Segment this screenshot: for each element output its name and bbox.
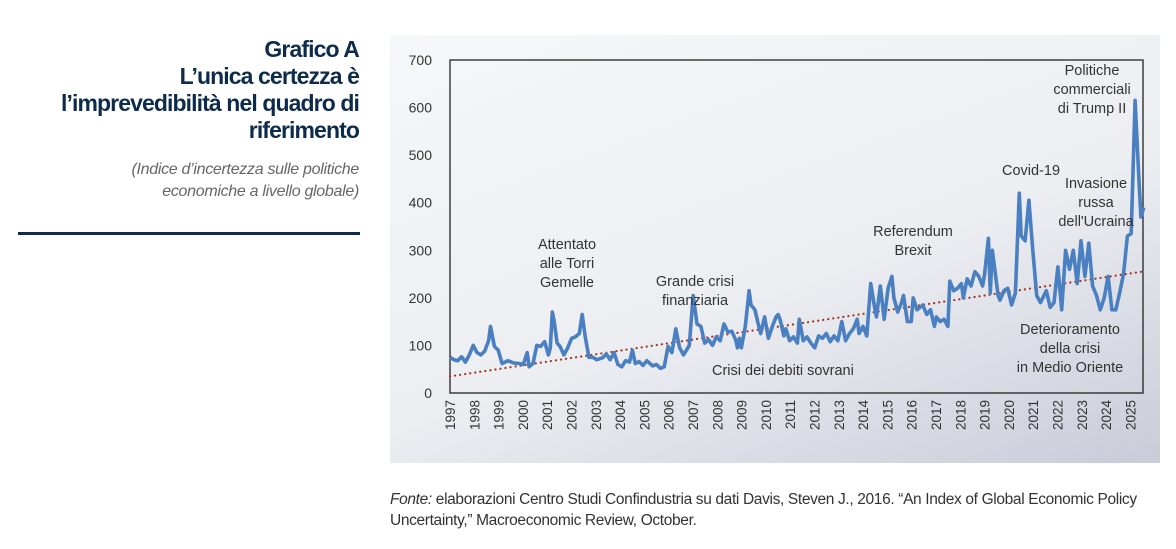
annotation-label: di Trump II xyxy=(1058,101,1127,117)
y-tick-label: 0 xyxy=(424,385,432,401)
annotation-label: russa xyxy=(1078,195,1114,211)
annotation-label: dell'Ucraina xyxy=(1058,214,1134,230)
x-tick-label: 2022 xyxy=(1051,400,1066,430)
x-tick-label: 2006 xyxy=(662,400,677,430)
x-tick-label: 2007 xyxy=(686,400,701,430)
subtitle-line: (Indice d’incertezza sulle politiche xyxy=(131,161,359,178)
x-tick-label: 2004 xyxy=(613,400,628,431)
annotation-label: Deterioramento xyxy=(1020,322,1120,338)
x-tick-label: 2021 xyxy=(1026,400,1041,430)
x-tick-label: 2017 xyxy=(929,400,944,430)
x-tick-label: 2024 xyxy=(1099,400,1114,431)
uncertainty-index-line xyxy=(449,98,1146,371)
annotation-label: Grande crisi xyxy=(656,274,734,290)
x-tick-label: 2008 xyxy=(710,400,725,430)
chart-label: Grafico A xyxy=(264,36,359,62)
x-tick-label: 1998 xyxy=(467,400,482,430)
x-tick-label: 2014 xyxy=(856,400,871,431)
y-tick-label: 500 xyxy=(409,147,433,163)
x-tick-label: 2020 xyxy=(1002,400,1017,430)
divider xyxy=(18,232,360,235)
x-tick-label: 2005 xyxy=(637,400,652,430)
x-tick-label: 2016 xyxy=(905,400,920,430)
annotation-label: Referendum xyxy=(873,224,953,240)
x-tick-label: 2001 xyxy=(540,400,555,430)
chart-subtitle: (Indice d’incertezza sulle politiche eco… xyxy=(0,159,359,203)
title-line: riferimento xyxy=(248,117,360,143)
annotation-label: Attentato xyxy=(538,237,596,253)
x-tick-label: 2011 xyxy=(783,400,798,429)
x-tick-label: 2013 xyxy=(832,400,847,430)
y-tick-label: 600 xyxy=(409,100,433,116)
source-note: Fonte: elaborazioni Centro Studi Confind… xyxy=(390,489,1170,531)
title-line: L’unica certezza è xyxy=(179,63,360,89)
subtitle-line: economiche a livello globale) xyxy=(162,183,359,200)
annotation-label: Gemelle xyxy=(540,275,594,291)
y-tick-label: 700 xyxy=(409,52,433,68)
x-tick-label: 2010 xyxy=(759,400,774,430)
x-tick-label: 2019 xyxy=(978,400,993,430)
y-tick-label: 100 xyxy=(409,337,433,353)
annotation-label: commerciali xyxy=(1053,82,1130,98)
x-tick-label: 2015 xyxy=(880,400,895,430)
source-text: elaborazioni Centro Studi Confindustria … xyxy=(390,491,1137,529)
annotation-label: finanziaria xyxy=(662,293,729,309)
x-tick-label: 2009 xyxy=(735,400,750,430)
x-tick-label: 2012 xyxy=(808,400,823,430)
annotation-label: della crisi xyxy=(1040,341,1100,357)
x-tick-label: 1997 xyxy=(443,400,458,430)
x-tick-label: 2000 xyxy=(516,400,531,430)
x-tick-label: 2002 xyxy=(565,400,580,430)
y-tick-label: 200 xyxy=(409,290,433,306)
annotation-label: Crisi dei debiti sovrani xyxy=(712,363,854,379)
plot-frame xyxy=(449,59,1144,394)
x-tick-label: 2003 xyxy=(589,400,604,430)
annotation-label: Brexit xyxy=(894,243,931,259)
chart-title: Grafico A L’unica certezza è l’imprevedi… xyxy=(0,36,360,144)
x-tick-label: 2025 xyxy=(1123,400,1138,430)
x-tick-label: 2023 xyxy=(1075,400,1090,430)
y-tick-label: 300 xyxy=(409,242,433,258)
x-tick-label: 1999 xyxy=(492,400,507,430)
annotation-label: Covid-19 xyxy=(1002,163,1060,179)
annotation-label: alle Torri xyxy=(540,256,595,272)
source-prefix: Fonte: xyxy=(390,491,432,508)
title-line: l’imprevedibilità nel quadro di xyxy=(61,90,360,116)
annotation-label: Invasione xyxy=(1065,176,1127,192)
annotation-label: Politiche xyxy=(1065,63,1120,79)
y-tick-label: 400 xyxy=(409,195,433,211)
annotation-label: in Medio Oriente xyxy=(1017,360,1123,376)
x-tick-label: 2018 xyxy=(953,400,968,430)
